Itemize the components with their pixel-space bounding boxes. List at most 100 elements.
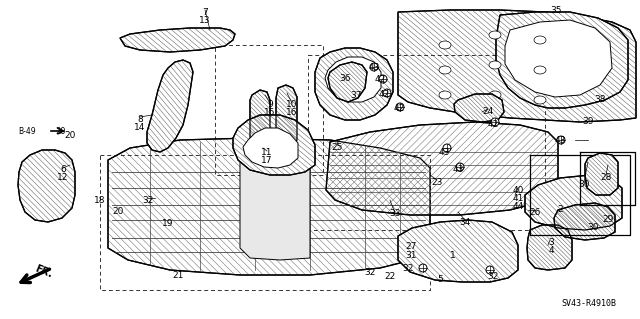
Text: 32: 32	[487, 272, 499, 281]
Ellipse shape	[489, 31, 501, 39]
Text: 14: 14	[134, 123, 146, 132]
Polygon shape	[147, 60, 193, 152]
Circle shape	[396, 103, 404, 111]
Ellipse shape	[489, 61, 501, 69]
Text: 40: 40	[512, 186, 524, 195]
Text: 39: 39	[582, 117, 594, 126]
Polygon shape	[496, 12, 628, 108]
Text: 10: 10	[286, 100, 298, 109]
Text: 28: 28	[600, 173, 612, 182]
Text: 25: 25	[332, 143, 342, 152]
Text: 42: 42	[394, 104, 404, 113]
Text: 32: 32	[364, 268, 376, 277]
Circle shape	[456, 163, 464, 171]
Ellipse shape	[439, 66, 451, 74]
Ellipse shape	[534, 36, 546, 44]
Polygon shape	[120, 28, 235, 52]
Text: 26: 26	[529, 208, 541, 217]
Polygon shape	[454, 94, 504, 122]
Polygon shape	[243, 128, 298, 168]
Polygon shape	[276, 85, 297, 148]
Text: SV43-R4910B: SV43-R4910B	[561, 299, 616, 308]
Text: 1: 1	[450, 251, 456, 260]
Text: 43: 43	[438, 148, 450, 157]
Text: 30: 30	[588, 223, 599, 232]
Text: 36: 36	[339, 74, 351, 83]
Text: 20: 20	[55, 127, 65, 136]
Text: 3: 3	[548, 238, 554, 247]
Text: 29: 29	[602, 215, 614, 224]
Polygon shape	[527, 225, 572, 270]
Text: 15: 15	[264, 108, 276, 117]
Text: 21: 21	[172, 271, 184, 280]
Text: 43: 43	[452, 165, 464, 174]
Text: 42: 42	[374, 75, 386, 84]
Text: 4: 4	[548, 246, 554, 255]
Circle shape	[383, 89, 391, 97]
Text: 2: 2	[557, 205, 563, 214]
Polygon shape	[505, 20, 612, 97]
Polygon shape	[233, 115, 315, 175]
Polygon shape	[398, 220, 518, 282]
Text: FR.: FR.	[34, 264, 54, 280]
Polygon shape	[240, 138, 310, 260]
Text: 19: 19	[163, 219, 173, 228]
Text: 32: 32	[142, 196, 154, 205]
Text: 16: 16	[286, 108, 298, 117]
Polygon shape	[585, 153, 618, 195]
Circle shape	[443, 144, 451, 152]
Text: 35: 35	[550, 6, 562, 15]
Ellipse shape	[439, 41, 451, 49]
Text: 23: 23	[431, 178, 443, 187]
Text: 5: 5	[437, 275, 443, 284]
Text: 33: 33	[389, 209, 401, 218]
Text: 37: 37	[350, 91, 362, 100]
Polygon shape	[250, 90, 270, 155]
Text: 13: 13	[199, 16, 211, 25]
Polygon shape	[18, 150, 75, 222]
Polygon shape	[315, 48, 393, 120]
Text: 11: 11	[261, 148, 273, 157]
Text: 34: 34	[460, 218, 470, 227]
Text: 6: 6	[60, 165, 66, 174]
Circle shape	[491, 118, 499, 126]
Polygon shape	[328, 62, 367, 102]
Text: 7: 7	[202, 8, 208, 17]
Text: 20: 20	[64, 131, 76, 140]
Text: 17: 17	[261, 156, 273, 165]
Text: 44: 44	[513, 202, 524, 211]
Text: 18: 18	[94, 196, 106, 205]
Polygon shape	[525, 175, 622, 230]
Text: 8: 8	[137, 115, 143, 124]
Circle shape	[370, 63, 378, 71]
Text: 38: 38	[595, 95, 605, 104]
Text: 43: 43	[368, 63, 380, 72]
Text: 42: 42	[488, 120, 499, 129]
Circle shape	[419, 264, 427, 272]
Text: 24: 24	[483, 107, 493, 116]
Text: 41: 41	[512, 194, 524, 203]
Text: 30: 30	[579, 180, 589, 189]
Text: 27: 27	[405, 242, 417, 251]
Polygon shape	[554, 203, 615, 240]
Text: 9: 9	[267, 100, 273, 109]
Ellipse shape	[439, 91, 451, 99]
Ellipse shape	[489, 91, 501, 99]
Text: 12: 12	[58, 173, 68, 182]
Text: 42: 42	[378, 90, 390, 99]
Circle shape	[557, 136, 565, 144]
Polygon shape	[325, 57, 381, 102]
Ellipse shape	[534, 96, 546, 104]
Polygon shape	[326, 122, 558, 215]
Polygon shape	[398, 10, 636, 122]
Text: 22: 22	[385, 272, 396, 281]
Circle shape	[486, 266, 494, 274]
Text: B-49: B-49	[18, 127, 36, 136]
Text: 31: 31	[405, 251, 417, 260]
Text: 20: 20	[112, 207, 124, 216]
Polygon shape	[108, 138, 430, 275]
Text: 32: 32	[403, 264, 413, 273]
Circle shape	[379, 75, 387, 83]
Ellipse shape	[534, 66, 546, 74]
Text: 43: 43	[554, 136, 566, 145]
